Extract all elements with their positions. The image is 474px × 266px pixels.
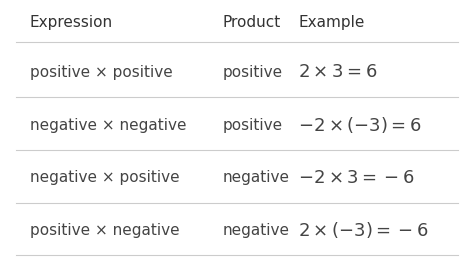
Text: negative: negative — [223, 223, 290, 238]
Text: Product: Product — [223, 15, 281, 30]
Text: $2 \times (-3) = -6$: $2 \times (-3) = -6$ — [298, 221, 429, 240]
Text: Expression: Expression — [30, 15, 113, 30]
Text: positive × negative: positive × negative — [30, 223, 179, 238]
Text: negative × negative: negative × negative — [30, 118, 186, 133]
Text: negative × positive: negative × positive — [30, 170, 179, 185]
Text: $-2 \times 3 = -6$: $-2 \times 3 = -6$ — [298, 169, 415, 187]
Text: negative: negative — [223, 170, 290, 185]
Text: positive: positive — [223, 118, 283, 133]
Text: $-2 \times (-3) = 6$: $-2 \times (-3) = 6$ — [298, 115, 422, 135]
Text: positive: positive — [223, 65, 283, 80]
Text: Example: Example — [298, 15, 365, 30]
Text: positive × positive: positive × positive — [30, 65, 173, 80]
Text: $2 \times 3 = 6$: $2 \times 3 = 6$ — [298, 64, 378, 81]
